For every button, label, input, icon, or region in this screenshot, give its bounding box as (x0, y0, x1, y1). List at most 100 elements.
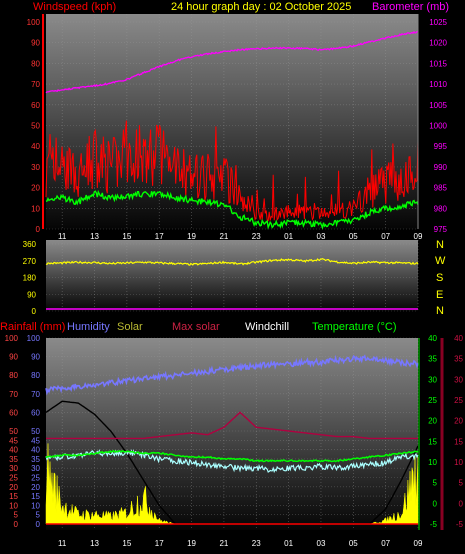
wind-gust-line (45, 120, 419, 222)
humidity-line (45, 354, 419, 396)
dew-tick-label: 10 (454, 458, 463, 467)
x-tick-label-top: 13 (90, 232, 99, 241)
dew-tick-label: 40 (454, 334, 463, 343)
humidity-tick-label: 10 (31, 501, 40, 510)
rain-tick-label: 100 (5, 334, 19, 343)
x-tick-label-top: 11 (58, 232, 67, 241)
direction-tick-label: 0 (32, 307, 37, 316)
compass-east: E (436, 289, 443, 301)
compass-north-top: N (436, 239, 444, 251)
rain-tick-label: 5 (14, 511, 19, 520)
direction-tick-label: 90 (27, 290, 36, 299)
x-tick-label-bottom: 15 (122, 539, 131, 548)
rain-tick-label: 45 (9, 436, 18, 445)
wind-average-line (45, 189, 419, 231)
rain-tick-label: 90 (9, 353, 18, 362)
temp-tick-label: 15 (428, 437, 437, 446)
x-tick-label-bottom: 11 (58, 539, 67, 548)
dew-tick-label: -5 (456, 520, 464, 529)
wind-tick-label: 50 (31, 122, 40, 131)
direction-tick-label: 270 (23, 257, 37, 266)
baro-tick-label: 980 (434, 204, 448, 213)
wind-tick-label: 0 (36, 225, 41, 234)
x-tick-label-top: 09 (414, 232, 423, 241)
x-tick-label-bottom: 17 (155, 539, 164, 548)
x-tick-label-bottom: 21 (219, 539, 228, 548)
temp-tick-label: 5 (433, 479, 438, 488)
rain-tick-label: 80 (9, 371, 18, 380)
solar-legend: Solar (117, 321, 143, 333)
temperature-legend: Temperature (°C) (312, 321, 396, 333)
wind-tick-label: 100 (27, 18, 41, 27)
rain-tick-label: 50 (9, 427, 18, 436)
wind-tick-label: 60 (31, 101, 40, 110)
x-tick-label-bottom: 05 (349, 539, 358, 548)
x-tick-label-bottom: 09 (414, 539, 423, 548)
humidity-tick-label: 0 (36, 520, 41, 529)
wind-tick-label: 80 (31, 59, 40, 68)
wind-tick-label: 20 (31, 184, 40, 193)
windchill-line (45, 448, 419, 474)
direction-tick-label: 360 (23, 240, 37, 249)
rain-tick-label: 60 (9, 408, 18, 417)
temp-tick-label: 20 (428, 417, 437, 426)
dew-tick-label: 35 (454, 355, 463, 364)
baro-tick-label: 985 (434, 184, 448, 193)
humidity-tick-label: 40 (31, 446, 40, 455)
max-solar-legend: Max solar (172, 321, 220, 333)
temp-tick-label: 40 (428, 334, 437, 343)
temp-tick-label: 0 (433, 499, 438, 508)
humidity-tick-label: 45 (31, 436, 40, 445)
temperature-line (45, 449, 419, 463)
baro-tick-label: 1010 (429, 80, 447, 89)
direction-tick-label: 180 (23, 274, 37, 283)
dew-tick-label: 25 (454, 396, 463, 405)
dew-tick-label: 30 (454, 375, 463, 384)
wind-tick-label: 40 (31, 142, 40, 151)
maroon-line (46, 411, 418, 440)
compass-north-bottom: N (436, 305, 444, 317)
humidity-tick-label: 70 (31, 390, 40, 399)
baro-tick-label: 1000 (429, 122, 447, 131)
humidity-tick-label: 60 (31, 408, 40, 417)
humidity-tick-label: 35 (31, 455, 40, 464)
windspeed-label: Windspeed (kph) (33, 1, 116, 13)
wind-tick-label: 70 (31, 80, 40, 89)
barometer-label: Barometer (mb) (372, 1, 449, 13)
baro-tick-label: 1015 (429, 59, 447, 68)
humidity-tick-label: 20 (31, 483, 40, 492)
baro-tick-label: 975 (434, 225, 448, 234)
x-tick-label-bottom: 07 (381, 539, 390, 548)
humidity-tick-label: 50 (31, 427, 40, 436)
direction-plot-area (46, 240, 418, 311)
x-tick-label-bottom: 01 (284, 539, 293, 548)
x-tick-label-bottom: 23 (252, 539, 261, 548)
rain-tick-label: 20 (9, 483, 18, 492)
temp-tick-label: 35 (428, 355, 437, 364)
temp-tick-label: -5 (430, 520, 438, 529)
dew-tick-label: 5 (459, 479, 464, 488)
x-tick-label-top: 23 (252, 232, 261, 241)
x-tick-label-top: 03 (317, 232, 326, 241)
wind-direction-line (45, 258, 419, 266)
compass-south: S (436, 272, 443, 284)
x-tick-label-bottom: 13 (90, 539, 99, 548)
wind-tick-label: 90 (31, 39, 40, 48)
rainfall-legend: Rainfall (mm) (0, 321, 65, 333)
baro-tick-label: 990 (434, 163, 448, 172)
rain-tick-label: 25 (9, 474, 18, 483)
rain-tick-label: 30 (9, 464, 18, 473)
x-tick-label-bottom: 19 (187, 539, 196, 548)
temp-tick-label: 25 (428, 396, 437, 405)
x-tick-label-top: 01 (284, 232, 293, 241)
x-tick-label-top: 07 (381, 232, 390, 241)
baro-tick-label: 1025 (429, 18, 447, 27)
rain-tick-label: 15 (9, 492, 18, 501)
rain-tick-label: 70 (9, 390, 18, 399)
humidity-tick-label: 5 (36, 511, 41, 520)
humidity-tick-label: 80 (31, 371, 40, 380)
wind-tick-label: 10 (31, 204, 40, 213)
humidity-tick-label: 15 (31, 492, 40, 501)
windchill-legend: Windchill (245, 321, 289, 333)
